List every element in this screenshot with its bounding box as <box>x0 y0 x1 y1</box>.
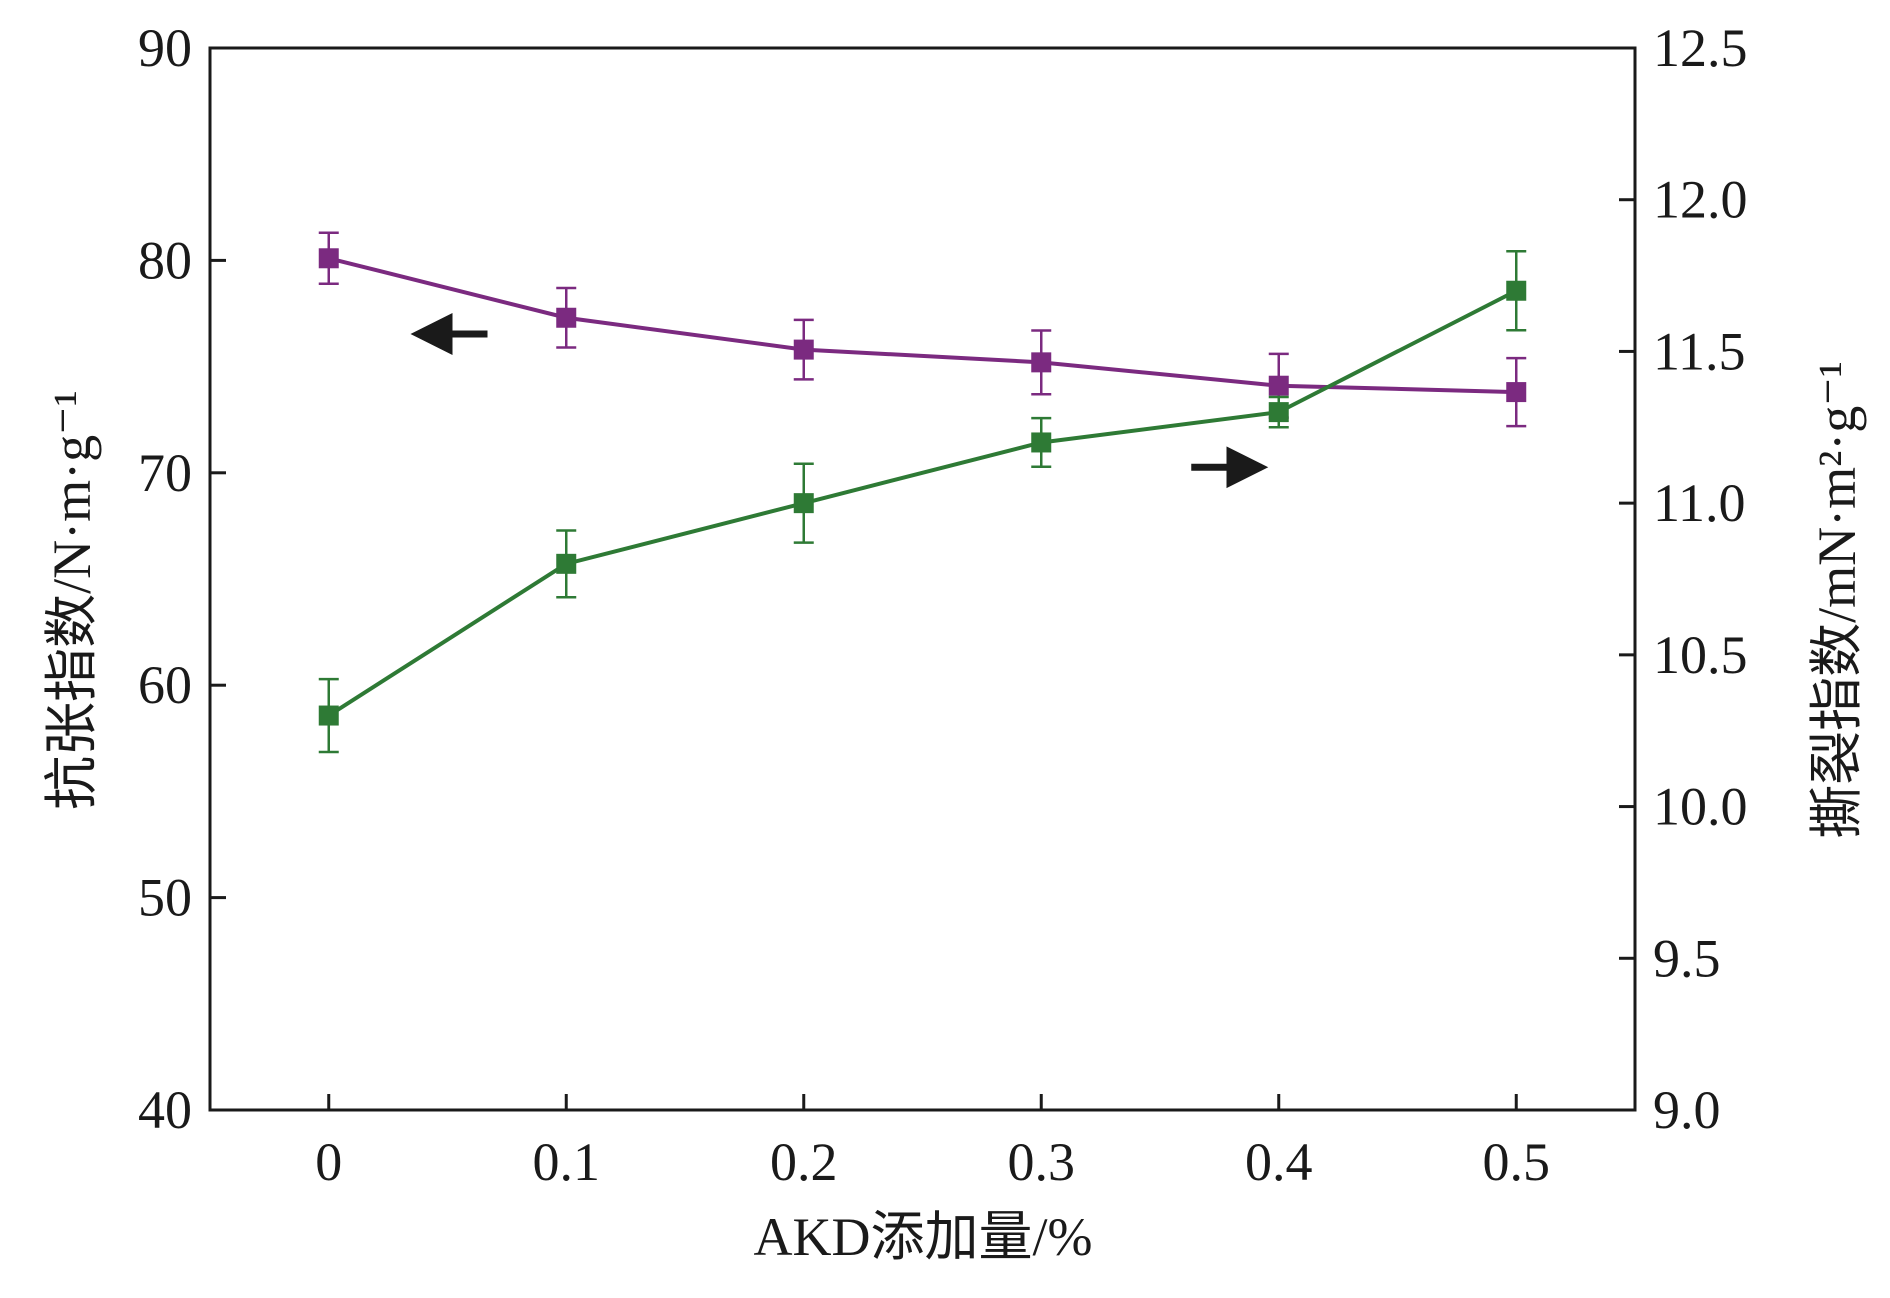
series-line <box>327 288 1518 718</box>
left-tick-label: 80 <box>138 230 192 290</box>
data-point <box>1031 432 1052 453</box>
data-point <box>1031 352 1052 373</box>
left-tick-label: 70 <box>138 443 192 503</box>
series-line <box>328 256 1517 395</box>
right-axis-title: 撕裂指数/mN·m²·g⁻¹ <box>1807 361 1867 839</box>
data-point <box>793 493 814 514</box>
series-right-axis <box>318 250 1527 754</box>
data-point <box>793 339 814 360</box>
series-layer <box>318 231 1527 754</box>
data-point <box>1268 375 1289 396</box>
right-tick-label: 9.0 <box>1653 1080 1721 1140</box>
data-point <box>1506 382 1527 403</box>
data-point <box>1506 280 1527 301</box>
right-tick-label: 12.5 <box>1653 18 1748 78</box>
left-tick-label: 40 <box>138 1080 192 1140</box>
left-tick-label: 50 <box>138 868 192 928</box>
left-axis-title: 抗张指数/N·m·g⁻¹ <box>42 390 102 810</box>
axes <box>208 46 1637 1112</box>
x-tick-label: 0.4 <box>1245 1132 1313 1192</box>
x-tick-label: 0 <box>315 1132 342 1192</box>
data-point <box>318 705 339 726</box>
x-tick-label: 0.1 <box>533 1132 601 1192</box>
left-axis-ticks: 40 50 60 70 80 90 <box>138 18 226 1140</box>
left-tick-label: 90 <box>138 18 192 78</box>
x-tick-label: 0.5 <box>1483 1132 1551 1192</box>
right-tick-label: 10.0 <box>1653 777 1748 837</box>
annotations <box>410 313 1269 489</box>
right-axis-ticks: 9.0 9.5 10.0 10.5 11.0 11.5 12.0 12.5 <box>1619 18 1748 1140</box>
x-axis-title: AKD添加量/% <box>754 1207 1093 1267</box>
data-point <box>556 553 577 574</box>
right-tick-label: 11.5 <box>1653 321 1746 381</box>
right-tick-label: 9.5 <box>1653 928 1721 988</box>
plot-frame <box>208 46 1637 1112</box>
right-tick-label: 10.5 <box>1653 625 1748 685</box>
data-point <box>318 248 339 269</box>
left-tick-label: 60 <box>138 655 192 715</box>
x-tick-label: 0.3 <box>1008 1132 1076 1192</box>
data-point <box>1268 402 1289 423</box>
right-tick-label: 12.0 <box>1653 170 1748 230</box>
data-point <box>556 307 577 328</box>
x-tick-label: 0.2 <box>770 1132 838 1192</box>
series-left-axis <box>318 231 1527 428</box>
right-tick-label: 11.0 <box>1653 473 1746 533</box>
x-axis-ticks: 0 0.1 0.2 0.3 0.4 0.5 <box>315 1094 1550 1192</box>
